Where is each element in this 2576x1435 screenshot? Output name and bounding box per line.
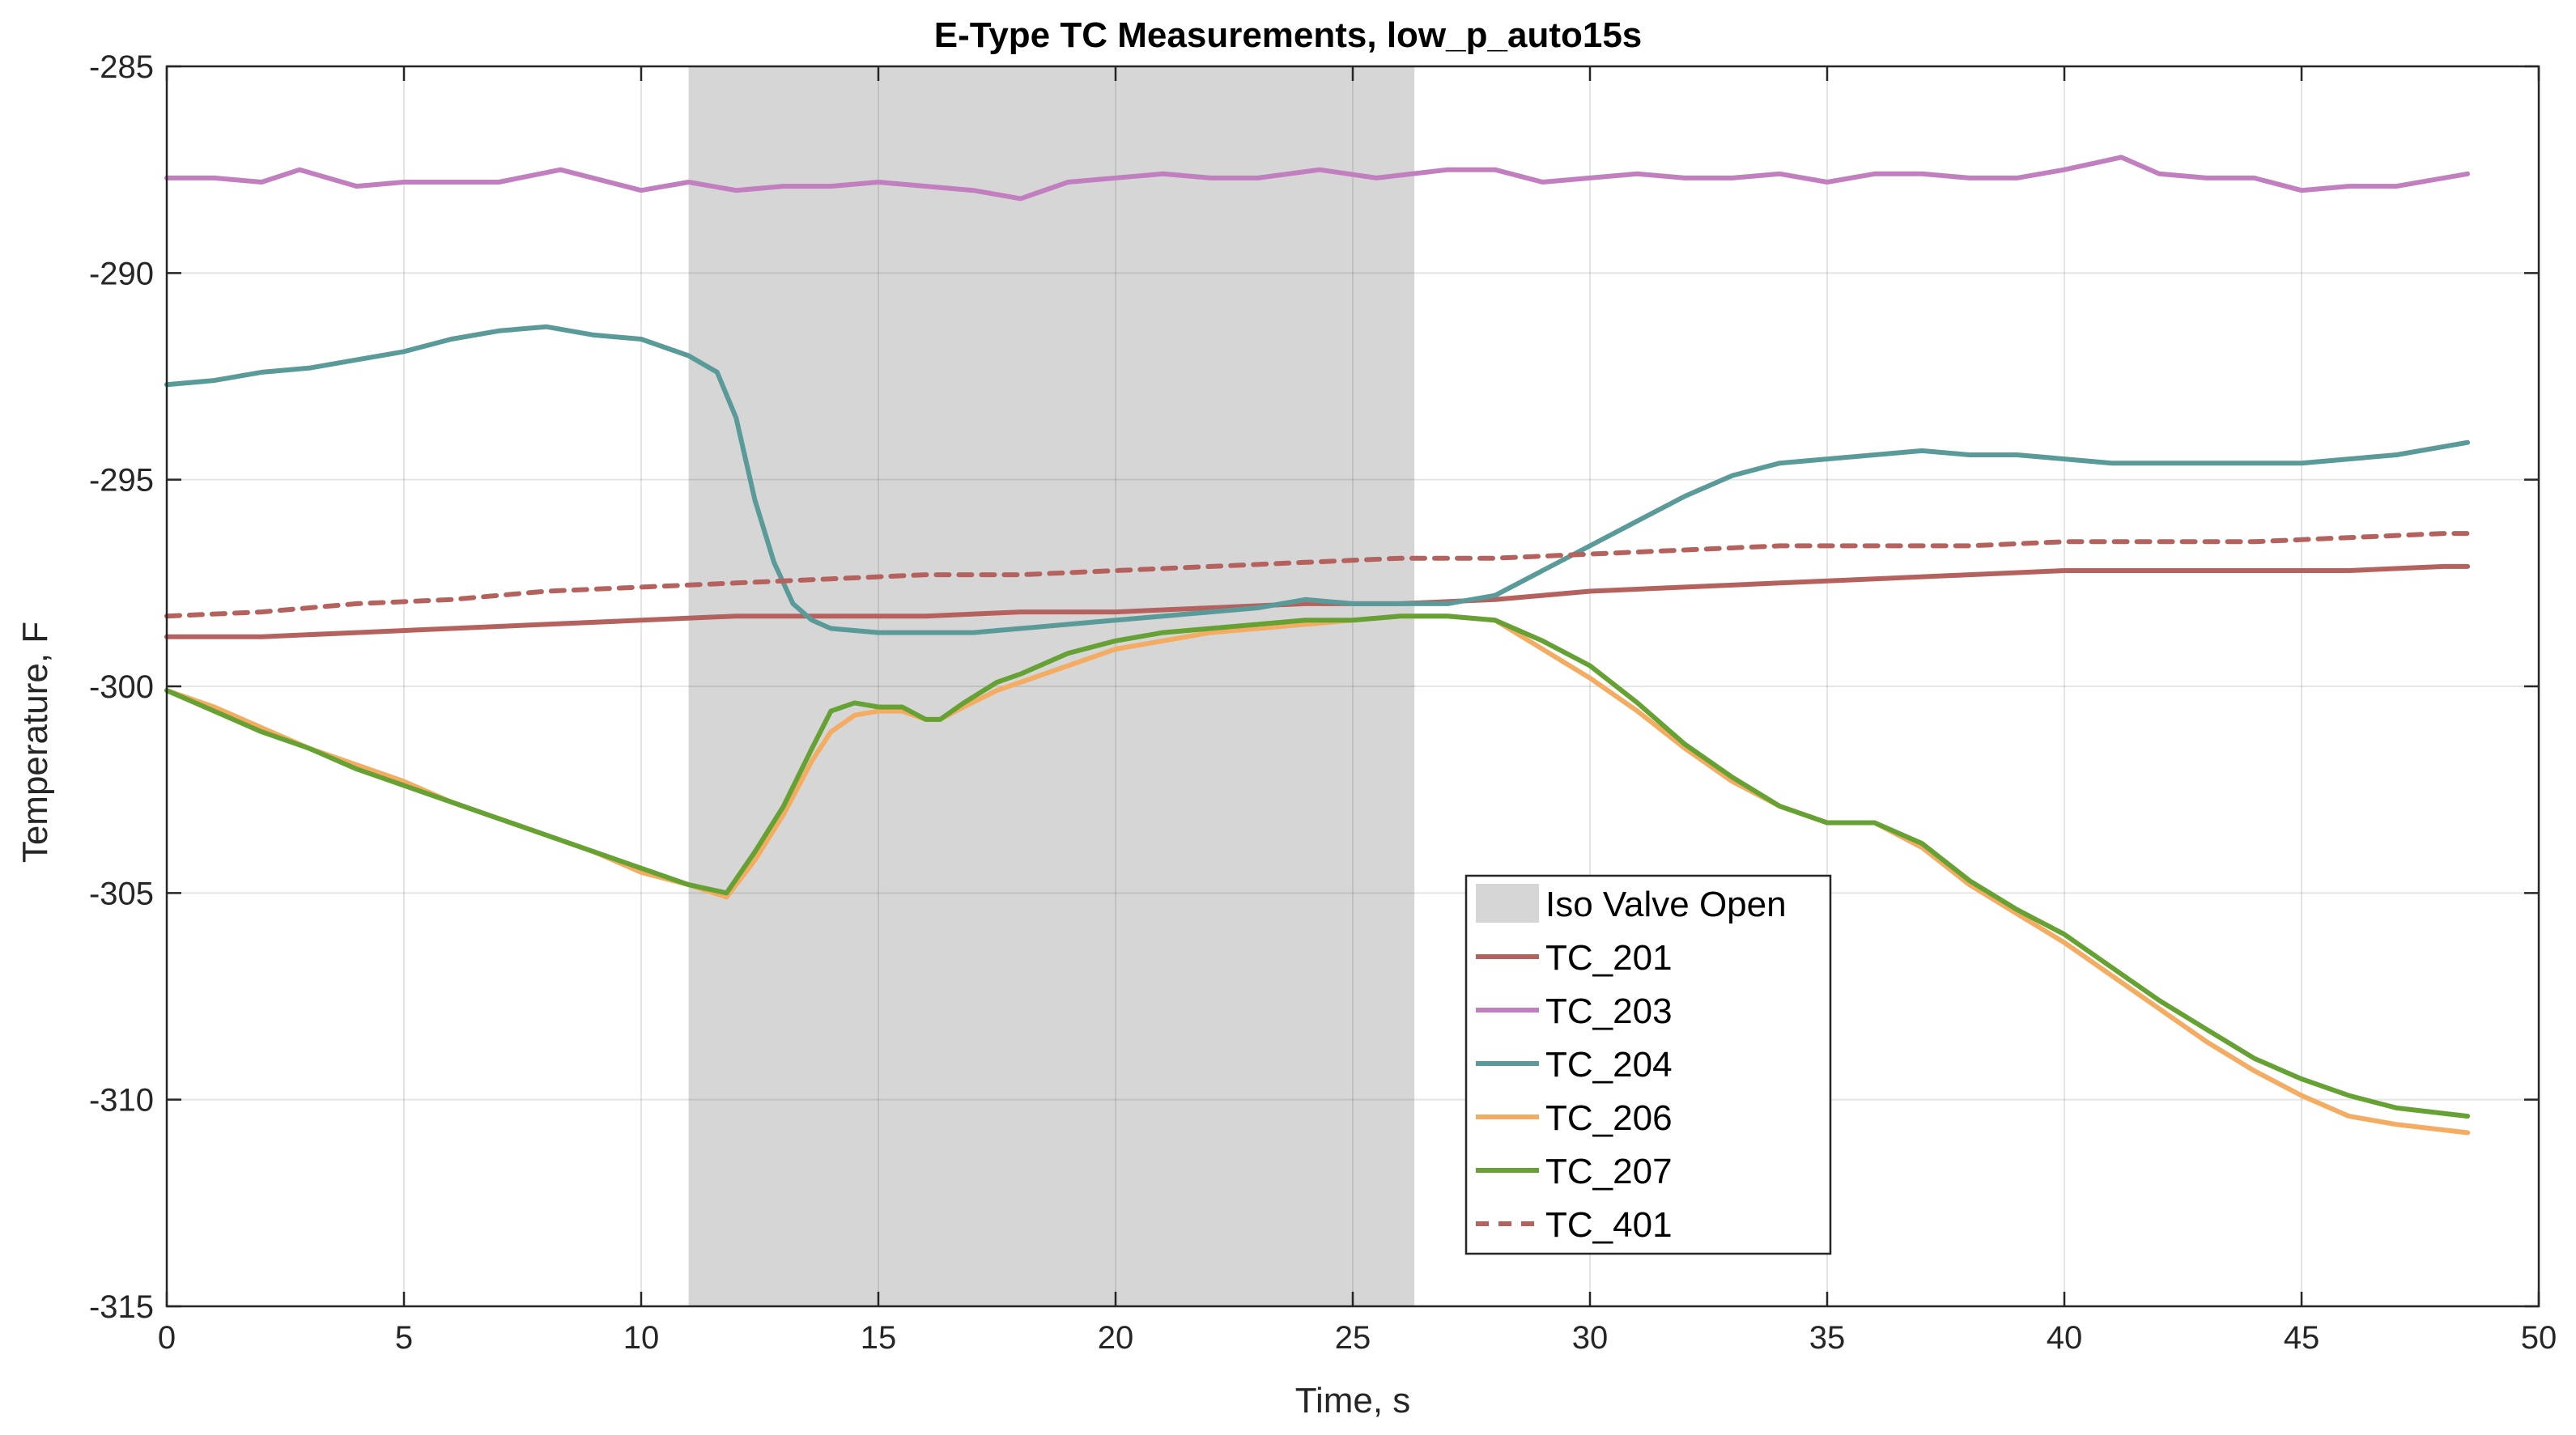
legend: Iso Valve Open TC_201 TC_203 TC_204 TC_206 TC…: [1464, 874, 1832, 1255]
legend-label-iso-valve-open: Iso Valve Open: [1545, 885, 1787, 924]
y-tick-label: -315: [89, 1289, 154, 1325]
shaded-region-layer: [688, 66, 1415, 1306]
x-tick-label: 40: [2047, 1320, 2083, 1356]
series-line-tc-204: [164, 324, 2471, 635]
x-tick-label: 15: [861, 1320, 897, 1356]
legend-swatch-iso-valve-open: [1476, 884, 1539, 923]
legend-label-tc-201: TC_201: [1545, 938, 1673, 978]
y-axis-label: Temperature, F: [15, 622, 55, 863]
chart-title: E-Type TC Measurements, low_p_auto15s: [934, 15, 1643, 55]
y-tick-label: -285: [89, 49, 154, 85]
legend-label-tc-207: TC_207: [1545, 1152, 1673, 1191]
x-tick-label: 5: [395, 1320, 413, 1356]
y-tick-label: -310: [89, 1083, 154, 1119]
series-line-tc-401: [164, 531, 2471, 619]
x-tick-label: 10: [623, 1320, 660, 1356]
x-tick-label: 45: [2284, 1320, 2320, 1356]
y-tick-label: -300: [89, 669, 154, 705]
x-tick-label: 30: [1572, 1320, 1609, 1356]
y-tick-label: -290: [89, 256, 154, 291]
y-tick-label: -305: [89, 876, 154, 911]
legend-label-tc-206: TC_206: [1545, 1098, 1673, 1138]
series-layer: [164, 155, 2471, 1136]
x-tick-label: 20: [1098, 1320, 1134, 1356]
x-axis-label: Time, s: [1295, 1381, 1411, 1420]
y-tick-label: -295: [89, 463, 154, 499]
x-tick-label: 50: [2521, 1320, 2557, 1356]
series-line-tc-207: [164, 613, 2471, 1119]
shaded-region-iso-valve-open: [688, 66, 1415, 1306]
x-tick-label: 25: [1335, 1320, 1371, 1356]
legend-label-tc-204: TC_204: [1545, 1045, 1673, 1085]
legend-label-tc-203: TC_203: [1545, 991, 1673, 1031]
legend-label-tc-401: TC_401: [1545, 1205, 1673, 1245]
x-tick-label: 35: [1809, 1320, 1846, 1356]
series-line-tc-203: [164, 155, 2471, 202]
axes-layer: 0 5 10 15 20 25 30 35 40 45 50 -315 -310 -305 -300 -295…: [89, 49, 2557, 1356]
x-tick-label: 0: [158, 1320, 176, 1356]
